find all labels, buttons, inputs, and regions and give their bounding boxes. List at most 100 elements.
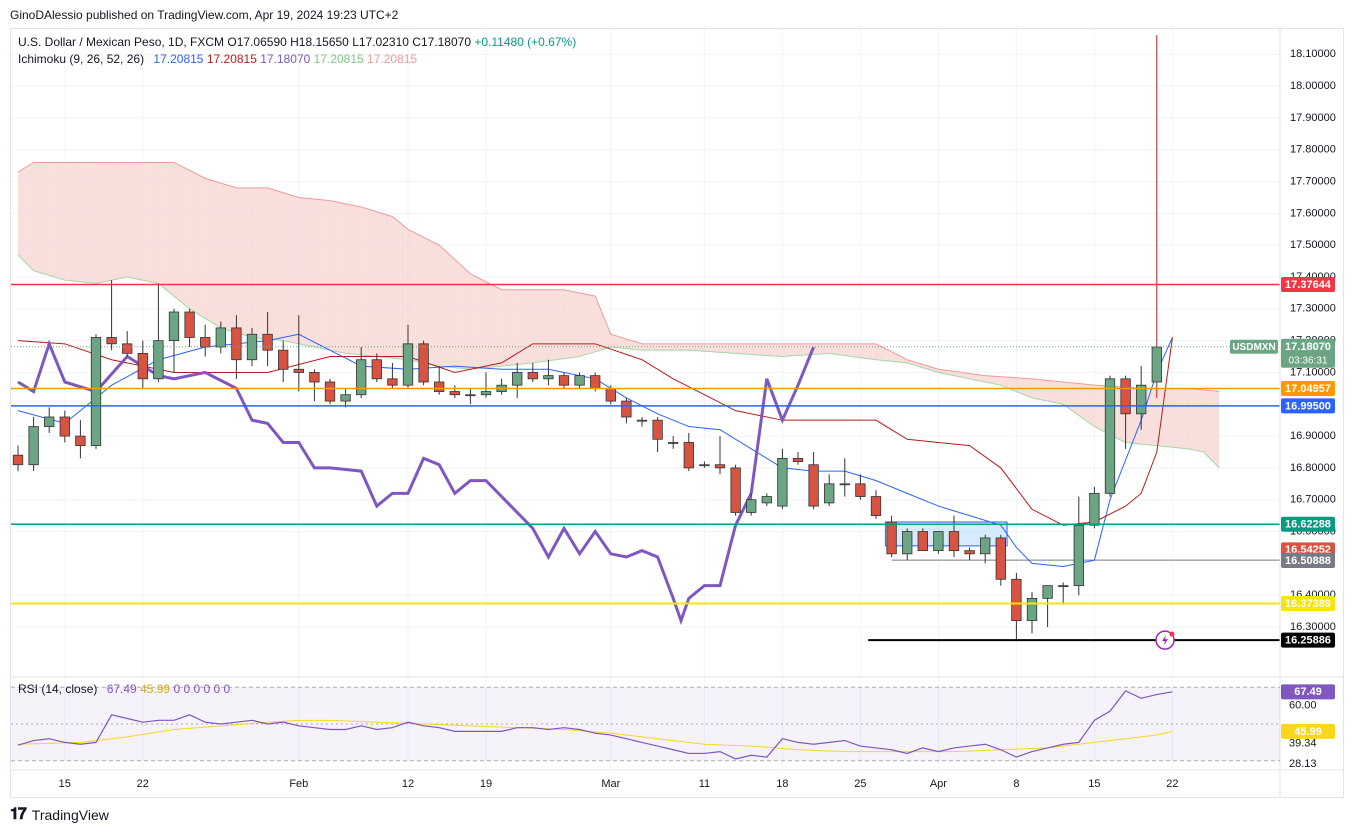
- candle-body: [200, 337, 211, 348]
- candle-body: [995, 537, 1006, 580]
- cloud-segment: [864, 343, 869, 359]
- cloud-segment: [536, 289, 541, 363]
- cloud-segment: [833, 343, 837, 355]
- cloud-segment: [302, 197, 307, 346]
- rsi-tag: 67.49: [1294, 686, 1322, 698]
- cloud-segment: [774, 343, 779, 357]
- cloud-segment: [181, 166, 186, 306]
- cloud-segment: [450, 255, 455, 368]
- cloud-segment: [365, 208, 369, 356]
- cloud-segment: [447, 252, 451, 368]
- price-axis-label: 18.00000: [1290, 80, 1336, 92]
- cloud-segment: [57, 162, 61, 279]
- cloud-segment: [583, 293, 588, 356]
- level-tag: 16.37389: [1285, 598, 1331, 610]
- cloud-segment: [1098, 385, 1103, 431]
- ichimoku-span-a-value: 17.20815: [313, 52, 364, 66]
- level-tag-bg: [1281, 276, 1335, 292]
- candle-body: [1120, 378, 1131, 415]
- cloud-segment: [665, 343, 670, 351]
- cloud-segment: [825, 343, 830, 354]
- candle-body: [28, 426, 39, 466]
- cloud-segment: [396, 219, 401, 359]
- rsi-label[interactable]: RSI (14, close): [18, 682, 98, 696]
- cloud-segment: [961, 372, 966, 379]
- cloud-segment: [879, 345, 884, 361]
- candle-body: [855, 483, 866, 497]
- cloud-segment: [1043, 380, 1048, 402]
- candle-body: [917, 531, 928, 552]
- level-tag: 16.62288: [1285, 519, 1331, 531]
- cloud-segment: [96, 162, 100, 284]
- chikou-line: [17, 339, 815, 626]
- cloud-segment: [1008, 377, 1013, 390]
- price-axis-label: 18.10000: [1290, 48, 1336, 60]
- cloud-segment: [197, 174, 202, 316]
- ichimoku-label[interactable]: Ichimoku (9, 26, 52, 26): [18, 52, 145, 66]
- cloud-segment: [267, 187, 272, 340]
- candle-body: [558, 375, 570, 386]
- candle-body: [434, 381, 445, 392]
- brand-name[interactable]: TradingView: [31, 807, 109, 823]
- cloud-segment: [532, 289, 537, 363]
- price-axis-label: 17.80000: [1290, 144, 1336, 156]
- ohlc-close: C17.18070: [412, 35, 471, 49]
- cloud-segment: [68, 162, 73, 281]
- cloud-segment: [794, 343, 798, 356]
- cloud-segment: [287, 193, 291, 343]
- tradingview-logo-icon[interactable]: 𝟏𝟕: [10, 806, 27, 823]
- symbol-tag-bg: [1230, 339, 1278, 354]
- symbol-title[interactable]: U.S. Dollar / Mexican Peso, 1D, FXCM: [18, 35, 225, 49]
- cloud-segment: [326, 200, 330, 351]
- cloud-segment: [993, 376, 997, 385]
- price-axis-label: 16.30000: [1290, 621, 1336, 633]
- cloud-segment: [131, 162, 135, 279]
- cloud-segment: [528, 289, 533, 364]
- cloud-segment: [856, 343, 861, 358]
- candle-body: [605, 387, 616, 402]
- candle-body: [1058, 585, 1069, 588]
- cloud-segment: [661, 343, 666, 351]
- cloud-segment: [1055, 381, 1060, 404]
- price-axis-label: 16.70000: [1290, 494, 1336, 506]
- cloud-segment: [521, 289, 525, 365]
- cloud-segment: [158, 162, 163, 287]
- tenkan-line: [17, 333, 1173, 568]
- candle-body: [621, 400, 632, 418]
- cloud-segment: [259, 187, 264, 339]
- cloud-segment: [708, 343, 713, 352]
- cloud-segment: [486, 281, 490, 368]
- candle-body: [512, 372, 523, 386]
- time-axis-label: 15: [59, 778, 71, 790]
- cloud-segment: [1184, 388, 1188, 449]
- cloud-segment: [462, 266, 467, 369]
- cloud-segment: [1012, 377, 1017, 392]
- candle-body: [527, 372, 538, 380]
- time-axis-label: Mar: [601, 778, 620, 790]
- cloud-segment: [965, 372, 970, 379]
- cloud-segment: [731, 343, 736, 354]
- cloud-segment: [103, 162, 108, 282]
- candle-body: [449, 391, 460, 396]
- candle-body: [168, 311, 180, 342]
- cloud-segment: [240, 187, 245, 336]
- cloud-segment: [154, 162, 159, 284]
- cloud-segment: [478, 277, 483, 369]
- symbol-tag: USDMXN: [1232, 342, 1275, 353]
- candle-body: [761, 496, 772, 504]
- cloud-segment: [782, 343, 787, 357]
- candle-body: [465, 394, 476, 397]
- cloud-segment: [458, 263, 463, 369]
- cloud-segment: [224, 184, 229, 331]
- cloud-segment: [427, 239, 432, 365]
- cloud-segment: [946, 370, 951, 375]
- cloud-segment: [501, 289, 506, 367]
- cloud-segment: [723, 343, 728, 353]
- cloud-segment: [170, 162, 174, 297]
- cloud-segment: [595, 296, 600, 352]
- cloud-segment: [981, 375, 986, 382]
- cloud-segment: [599, 305, 603, 351]
- level-tag-bg: [1281, 516, 1335, 532]
- price-axis-label: 17.30000: [1290, 303, 1336, 315]
